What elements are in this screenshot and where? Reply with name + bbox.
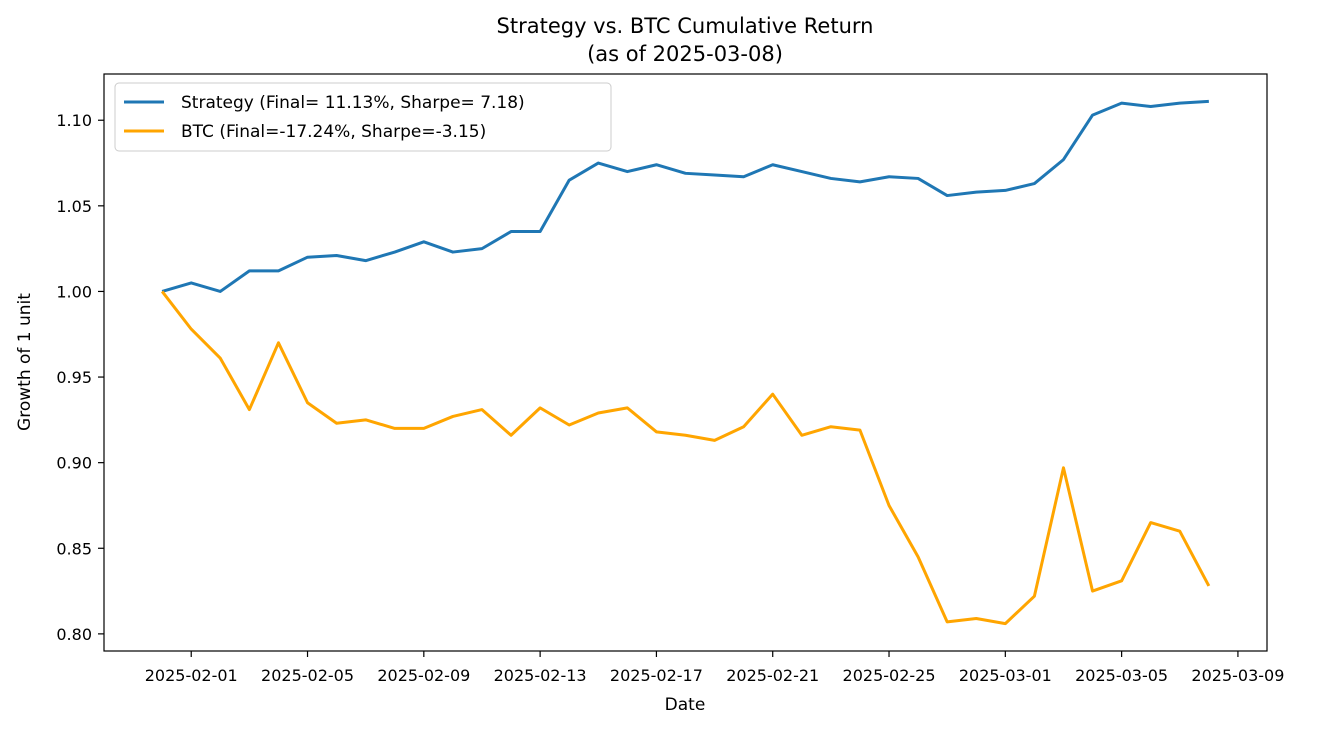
y-tick-label: 0.90: [56, 454, 92, 473]
series-line-strategy: [161, 99, 1209, 293]
x-tick-label: 2025-03-05: [1075, 666, 1168, 685]
chart-title: Strategy vs. BTC Cumulative Return: [497, 14, 874, 38]
x-tick-label: 2025-02-01: [145, 666, 238, 685]
y-axis: 0.80 0.85 0.90 0.95 1.00 1.05 1.10: [56, 111, 104, 644]
x-tick-label: 2025-02-05: [261, 666, 354, 685]
x-axis-label: Date: [665, 695, 706, 715]
x-tick-label: 2025-02-21: [726, 666, 819, 685]
x-tick-label: 2025-03-09: [1191, 666, 1284, 685]
plot-area: [104, 74, 1267, 651]
x-tick-label: 2025-02-17: [610, 666, 703, 685]
legend: Strategy (Final= 11.13%, Sharpe= 7.18) B…: [114, 82, 612, 152]
y-tick-label: 1.05: [56, 197, 92, 216]
legend-box: [114, 82, 612, 152]
y-axis-label: Growth of 1 unit: [15, 293, 35, 431]
legend-label-btc: BTC (Final=-17.24%, Sharpe=-3.15): [181, 122, 486, 142]
x-axis: 2025-02-01 2025-02-05 2025-02-09 2025-02-13…: [145, 651, 1284, 685]
chart-subtitle: (as of 2025-03-08): [587, 42, 783, 66]
series-layer: [160, 99, 1211, 626]
y-tick-label: 1.10: [56, 111, 92, 130]
plot-frame: [103, 73, 1268, 652]
legend-label-strategy: Strategy (Final= 11.13%, Sharpe= 7.18): [181, 93, 525, 113]
y-tick-label: 1.00: [56, 282, 92, 301]
x-tick-label: 2025-02-25: [843, 666, 936, 685]
y-tick-label: 0.95: [56, 368, 92, 387]
y-tick-label: 0.80: [56, 625, 92, 644]
x-tick-label: 2025-03-01: [959, 666, 1052, 685]
x-tick-label: 2025-02-09: [377, 666, 470, 685]
y-tick-label: 0.85: [56, 539, 92, 558]
series-line-btc: [160, 290, 1211, 626]
x-tick-label: 2025-02-13: [494, 666, 587, 685]
